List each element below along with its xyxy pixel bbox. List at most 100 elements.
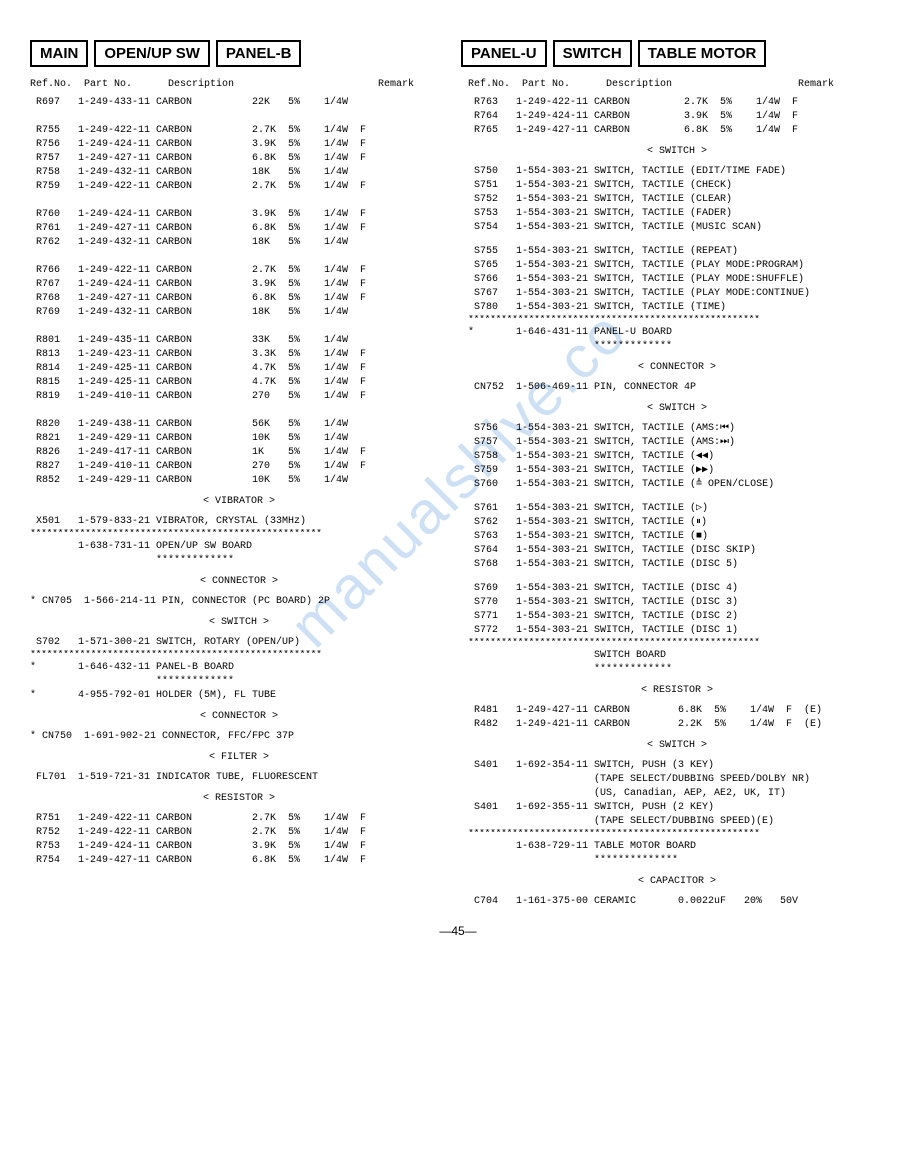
part-row: S763 1-554-303-21 SWITCH, TACTILE (■) [468,530,886,544]
part-row: R752 1-249-422-11 CARBON 2.7K 5% 1/4W F [30,826,448,840]
part-row: 1-638-729-11 TABLE MOTOR BOARD [468,840,886,854]
section-label: < SWITCH > [468,146,886,157]
part-row: S758 1-554-303-21 SWITCH, TACTILE (◀◀) [468,450,886,464]
left-column: Ref.No. Part No. Description Remark R697… [30,79,448,909]
part-row: S771 1-554-303-21 SWITCH, TACTILE (DISC … [468,610,886,624]
part-row: R826 1-249-417-11 CARBON 1K 5% 1/4W F [30,446,448,460]
part-row [30,194,448,208]
part-row: S761 1-554-303-21 SWITCH, TACTILE (▷) [468,502,886,516]
section-label: < SWITCH > [468,740,886,751]
part-row: R769 1-249-432-11 CARBON 18K 5% 1/4W [30,306,448,320]
part-row: S762 1-554-303-21 SWITCH, TACTILE (⏸) [468,516,886,530]
left-col-header: Ref.No. Part No. Description Remark [30,79,448,90]
header-openup: OPEN/UP SW [94,40,210,67]
part-row: S752 1-554-303-21 SWITCH, TACTILE (CLEAR… [468,193,886,207]
header-panelu: PANEL-U [461,40,547,67]
stars-line: ************* [468,340,886,354]
part-row: * 1-646-431-11 PANEL-U BOARD [468,326,886,340]
part-row: * CN705 1-566-214-11 PIN, CONNECTOR (PC … [30,595,448,609]
part-row: S764 1-554-303-21 SWITCH, TACTILE (DISC … [468,544,886,558]
gap [468,492,886,502]
part-row: S772 1-554-303-21 SWITCH, TACTILE (DISC … [468,624,886,638]
part-row: S755 1-554-303-21 SWITCH, TACTILE (REPEA… [468,245,886,259]
part-row: R697 1-249-433-11 CARBON 22K 5% 1/4W [30,96,448,110]
part-row: S780 1-554-303-21 SWITCH, TACTILE (TIME) [468,301,886,315]
gap [468,235,886,245]
part-row: C704 1-161-375-00 CERAMIC 0.0022uF 20% 5… [468,895,886,909]
part-row: S750 1-554-303-21 SWITCH, TACTILE (EDIT/… [468,165,886,179]
separator-line: ****************************************… [468,638,886,649]
section-label: < CONNECTOR > [468,362,886,373]
header-row: MAIN OPEN/UP SW PANEL-B PANEL-U SWITCH T… [30,40,886,67]
part-row: R481 1-249-427-11 CARBON 6.8K 5% 1/4W F … [468,704,886,718]
part-row: S770 1-554-303-21 SWITCH, TACTILE (DISC … [468,596,886,610]
part-row: R852 1-249-429-11 CARBON 10K 5% 1/4W [30,474,448,488]
header-tablemotor: TABLE MOTOR [638,40,767,67]
header-panelb: PANEL-B [216,40,302,67]
part-row: S753 1-554-303-21 SWITCH, TACTILE (FADER… [468,207,886,221]
header-switch: SWITCH [553,40,632,67]
part-row: R801 1-249-435-11 CARBON 33K 5% 1/4W [30,334,448,348]
left-parts-list: R697 1-249-433-11 CARBON 22K 5% 1/4W R75… [30,96,448,488]
part-row: R753 1-249-424-11 CARBON 3.9K 5% 1/4W F [30,840,448,854]
part-row: R482 1-249-421-11 CARBON 2.2K 5% 1/4W F … [468,718,886,732]
page-number: —45— [30,924,886,938]
part-row: S760 1-554-303-21 SWITCH, TACTILE (≜ OPE… [468,478,886,492]
section-label: < CONNECTOR > [30,576,448,587]
separator-line: ****************************************… [30,529,448,540]
part-row: R763 1-249-422-11 CARBON 2.7K 5% 1/4W F [468,96,886,110]
header-main: MAIN [30,40,88,67]
section-label: < RESISTOR > [468,685,886,696]
part-row: (TAPE SELECT/DUBBING SPEED/DOLBY NR) [468,773,886,787]
part-row: R813 1-249-423-11 CARBON 3.3K 5% 1/4W F [30,348,448,362]
left-sections: < VIBRATOR > X501 1-579-833-21 VIBRATOR,… [30,496,448,868]
part-row: R820 1-249-438-11 CARBON 56K 5% 1/4W [30,418,448,432]
part-row: R761 1-249-427-11 CARBON 6.8K 5% 1/4W F [30,222,448,236]
right-column: Ref.No. Part No. Description Remark R763… [468,79,886,909]
page-content: MAIN OPEN/UP SW PANEL-B PANEL-U SWITCH T… [30,40,886,938]
gap [468,572,886,582]
right-parts-list: R763 1-249-422-11 CARBON 2.7K 5% 1/4W F … [468,96,886,138]
section-label: < CONNECTOR > [30,711,448,722]
part-row: * 4-955-792-01 HOLDER (5M), FL TUBE [30,689,448,703]
part-row: R755 1-249-422-11 CARBON 2.7K 5% 1/4W F [30,124,448,138]
part-row: R764 1-249-424-11 CARBON 3.9K 5% 1/4W F [468,110,886,124]
part-row: R821 1-249-429-11 CARBON 10K 5% 1/4W [30,432,448,446]
part-row: R819 1-249-410-11 CARBON 270 5% 1/4W F [30,390,448,404]
part-row: * 1-646-432-11 PANEL-B BOARD [30,661,448,675]
section-label: < RESISTOR > [30,793,448,804]
stars-line: ************** [468,854,886,868]
stars-line: ************* [30,675,448,689]
part-row: R827 1-249-410-11 CARBON 270 5% 1/4W F [30,460,448,474]
right-sections: < SWITCH > S750 1-554-303-21 SWITCH, TAC… [468,146,886,909]
part-row: R767 1-249-424-11 CARBON 3.9K 5% 1/4W F [30,278,448,292]
part-row: 1-638-731-11 OPEN/UP SW BOARD [30,540,448,554]
columns-wrapper: Ref.No. Part No. Description Remark R697… [30,79,886,909]
part-row: SWITCH BOARD [468,649,886,663]
part-row: (TAPE SELECT/DUBBING SPEED)(E) [468,815,886,829]
separator-line: ****************************************… [30,650,448,661]
part-row: R754 1-249-427-11 CARBON 6.8K 5% 1/4W F [30,854,448,868]
part-row: R760 1-249-424-11 CARBON 3.9K 5% 1/4W F [30,208,448,222]
part-row: R758 1-249-432-11 CARBON 18K 5% 1/4W [30,166,448,180]
part-row: S759 1-554-303-21 SWITCH, TACTILE (▶▶) [468,464,886,478]
section-label: < VIBRATOR > [30,496,448,507]
separator-line: ****************************************… [468,829,886,840]
right-col-header: Ref.No. Part No. Description Remark [468,79,886,90]
stars-line: ************* [468,663,886,677]
part-row: S757 1-554-303-21 SWITCH, TACTILE (AMS:⏭… [468,436,886,450]
part-row [30,404,448,418]
part-row: S702 1-571-300-21 SWITCH, ROTARY (OPEN/U… [30,636,448,650]
part-row [30,250,448,264]
part-row: R762 1-249-432-11 CARBON 18K 5% 1/4W [30,236,448,250]
section-label: < SWITCH > [30,617,448,628]
part-row: * CN750 1-691-902-21 CONNECTOR, FFC/FPC … [30,730,448,744]
part-row: R768 1-249-427-11 CARBON 6.8K 5% 1/4W F [30,292,448,306]
stars-line: ************* [30,554,448,568]
part-row: R814 1-249-425-11 CARBON 4.7K 5% 1/4W F [30,362,448,376]
part-row [30,110,448,124]
part-row: X501 1-579-833-21 VIBRATOR, CRYSTAL (33M… [30,515,448,529]
section-label: < FILTER > [30,752,448,763]
part-row: R815 1-249-425-11 CARBON 4.7K 5% 1/4W F [30,376,448,390]
part-row: R751 1-249-422-11 CARBON 2.7K 5% 1/4W F [30,812,448,826]
